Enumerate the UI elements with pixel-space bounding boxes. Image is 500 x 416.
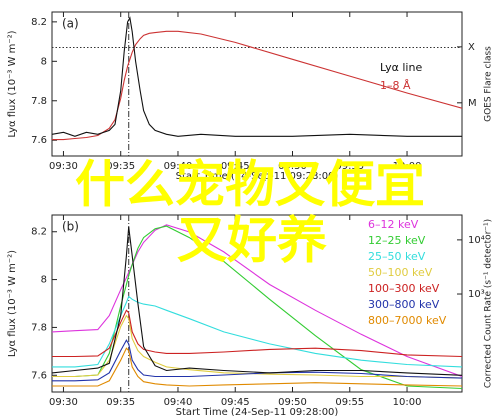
legend-entry: 1–8 Å (380, 79, 411, 92)
x-tick-label: 09:55 (335, 397, 364, 408)
y-tick-label: 8.2 (31, 17, 47, 28)
y2-tick-label: M (468, 98, 477, 109)
x-tick-label: 10:00 (393, 161, 422, 172)
x-tick-label: 09:45 (221, 161, 250, 172)
x-tick-label: 09:45 (221, 397, 250, 408)
overlay-text: 什么宠物又便宜 (75, 156, 425, 214)
x-tick-label: 09:35 (106, 397, 135, 408)
series-line (52, 226, 462, 376)
series-line (52, 347, 462, 387)
series-line (52, 30, 462, 141)
x-tick-label: 09:50 (278, 397, 307, 408)
legend-entry: Lyα line (380, 61, 422, 74)
series-line (52, 295, 462, 368)
x-tick-label: 09:50 (278, 161, 307, 172)
y-tick-label: 7.6 (31, 370, 47, 381)
legend-entry: 300–800 keV (368, 298, 440, 311)
x-tick-label: 09:40 (164, 161, 193, 172)
x-tick-label: 10:00 (393, 397, 422, 408)
plot-frame (51, 11, 463, 157)
y2-tick-label: X (468, 42, 475, 53)
x-tick-label: 09:55 (335, 161, 364, 172)
y-tick-label: 8.2 (31, 227, 47, 238)
panel-label: (b) (62, 220, 79, 234)
x-axis-label: Start Time (24-Sep-11 09:28:00) (176, 407, 339, 416)
y2-tick-label: 10⁴ (468, 235, 485, 246)
series-line (52, 224, 462, 378)
plots: 09:30 09:35 09:40 09:45 09:50 09:55 10:00 7.6 7.… (7, 11, 494, 416)
y-tick-label: 7.6 (31, 135, 47, 146)
legend-entry: 25–50 keV (368, 250, 426, 263)
series-line (52, 339, 462, 382)
legend-entry: 100–300 keV (368, 282, 440, 295)
series-line (52, 225, 462, 390)
x-axis-label: Start Time (24-Sep-11 09:28:00) (176, 171, 339, 182)
y-tick-label: 7.8 (31, 96, 47, 107)
x-tick-label: 09:40 (164, 397, 193, 408)
series-line (52, 16, 462, 137)
y2-tick-label: 10³ (468, 289, 485, 300)
y-tick-label: 8 (41, 275, 47, 286)
panel-label: (a) (62, 17, 79, 31)
y2-axis-label: Corrected Count Rate (s⁻¹ detector⁻¹) (484, 219, 494, 388)
plot-frame (51, 214, 463, 393)
legend-entry: 800–7000 keV (368, 314, 447, 327)
series-line (52, 309, 462, 358)
y-axis-label: Lyα flux (10⁻³ W m⁻²) (7, 30, 18, 137)
x-tick-label: 09:35 (106, 161, 135, 172)
legend-entry: 6–12 keV (368, 218, 419, 231)
y2-axis-label: GOES Flare class (484, 46, 494, 122)
x-tick-label: 09:30 (49, 161, 78, 172)
legend-entry: 12–25 keV (368, 234, 426, 247)
overlay-text: 又好养 (177, 212, 327, 270)
y-axis-label: Lyα flux (10⁻³ W m⁻²) (7, 250, 18, 357)
legend-entry: 50–100 keV (368, 266, 433, 279)
y-tick-label: 7.8 (31, 322, 47, 333)
x-tick-label: 09:30 (49, 397, 78, 408)
y-tick-label: 8 (41, 56, 47, 67)
series-line (52, 314, 462, 379)
